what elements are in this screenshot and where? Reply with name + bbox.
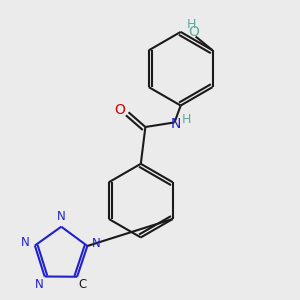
Text: H: H bbox=[182, 113, 191, 126]
Text: O: O bbox=[115, 103, 125, 117]
Text: N: N bbox=[34, 278, 43, 291]
Text: N: N bbox=[171, 117, 181, 131]
Text: C: C bbox=[79, 278, 87, 291]
Text: O: O bbox=[189, 25, 200, 39]
Text: H: H bbox=[187, 18, 196, 32]
Text: N: N bbox=[21, 236, 30, 249]
Text: N: N bbox=[92, 236, 101, 250]
Text: N: N bbox=[57, 210, 66, 224]
